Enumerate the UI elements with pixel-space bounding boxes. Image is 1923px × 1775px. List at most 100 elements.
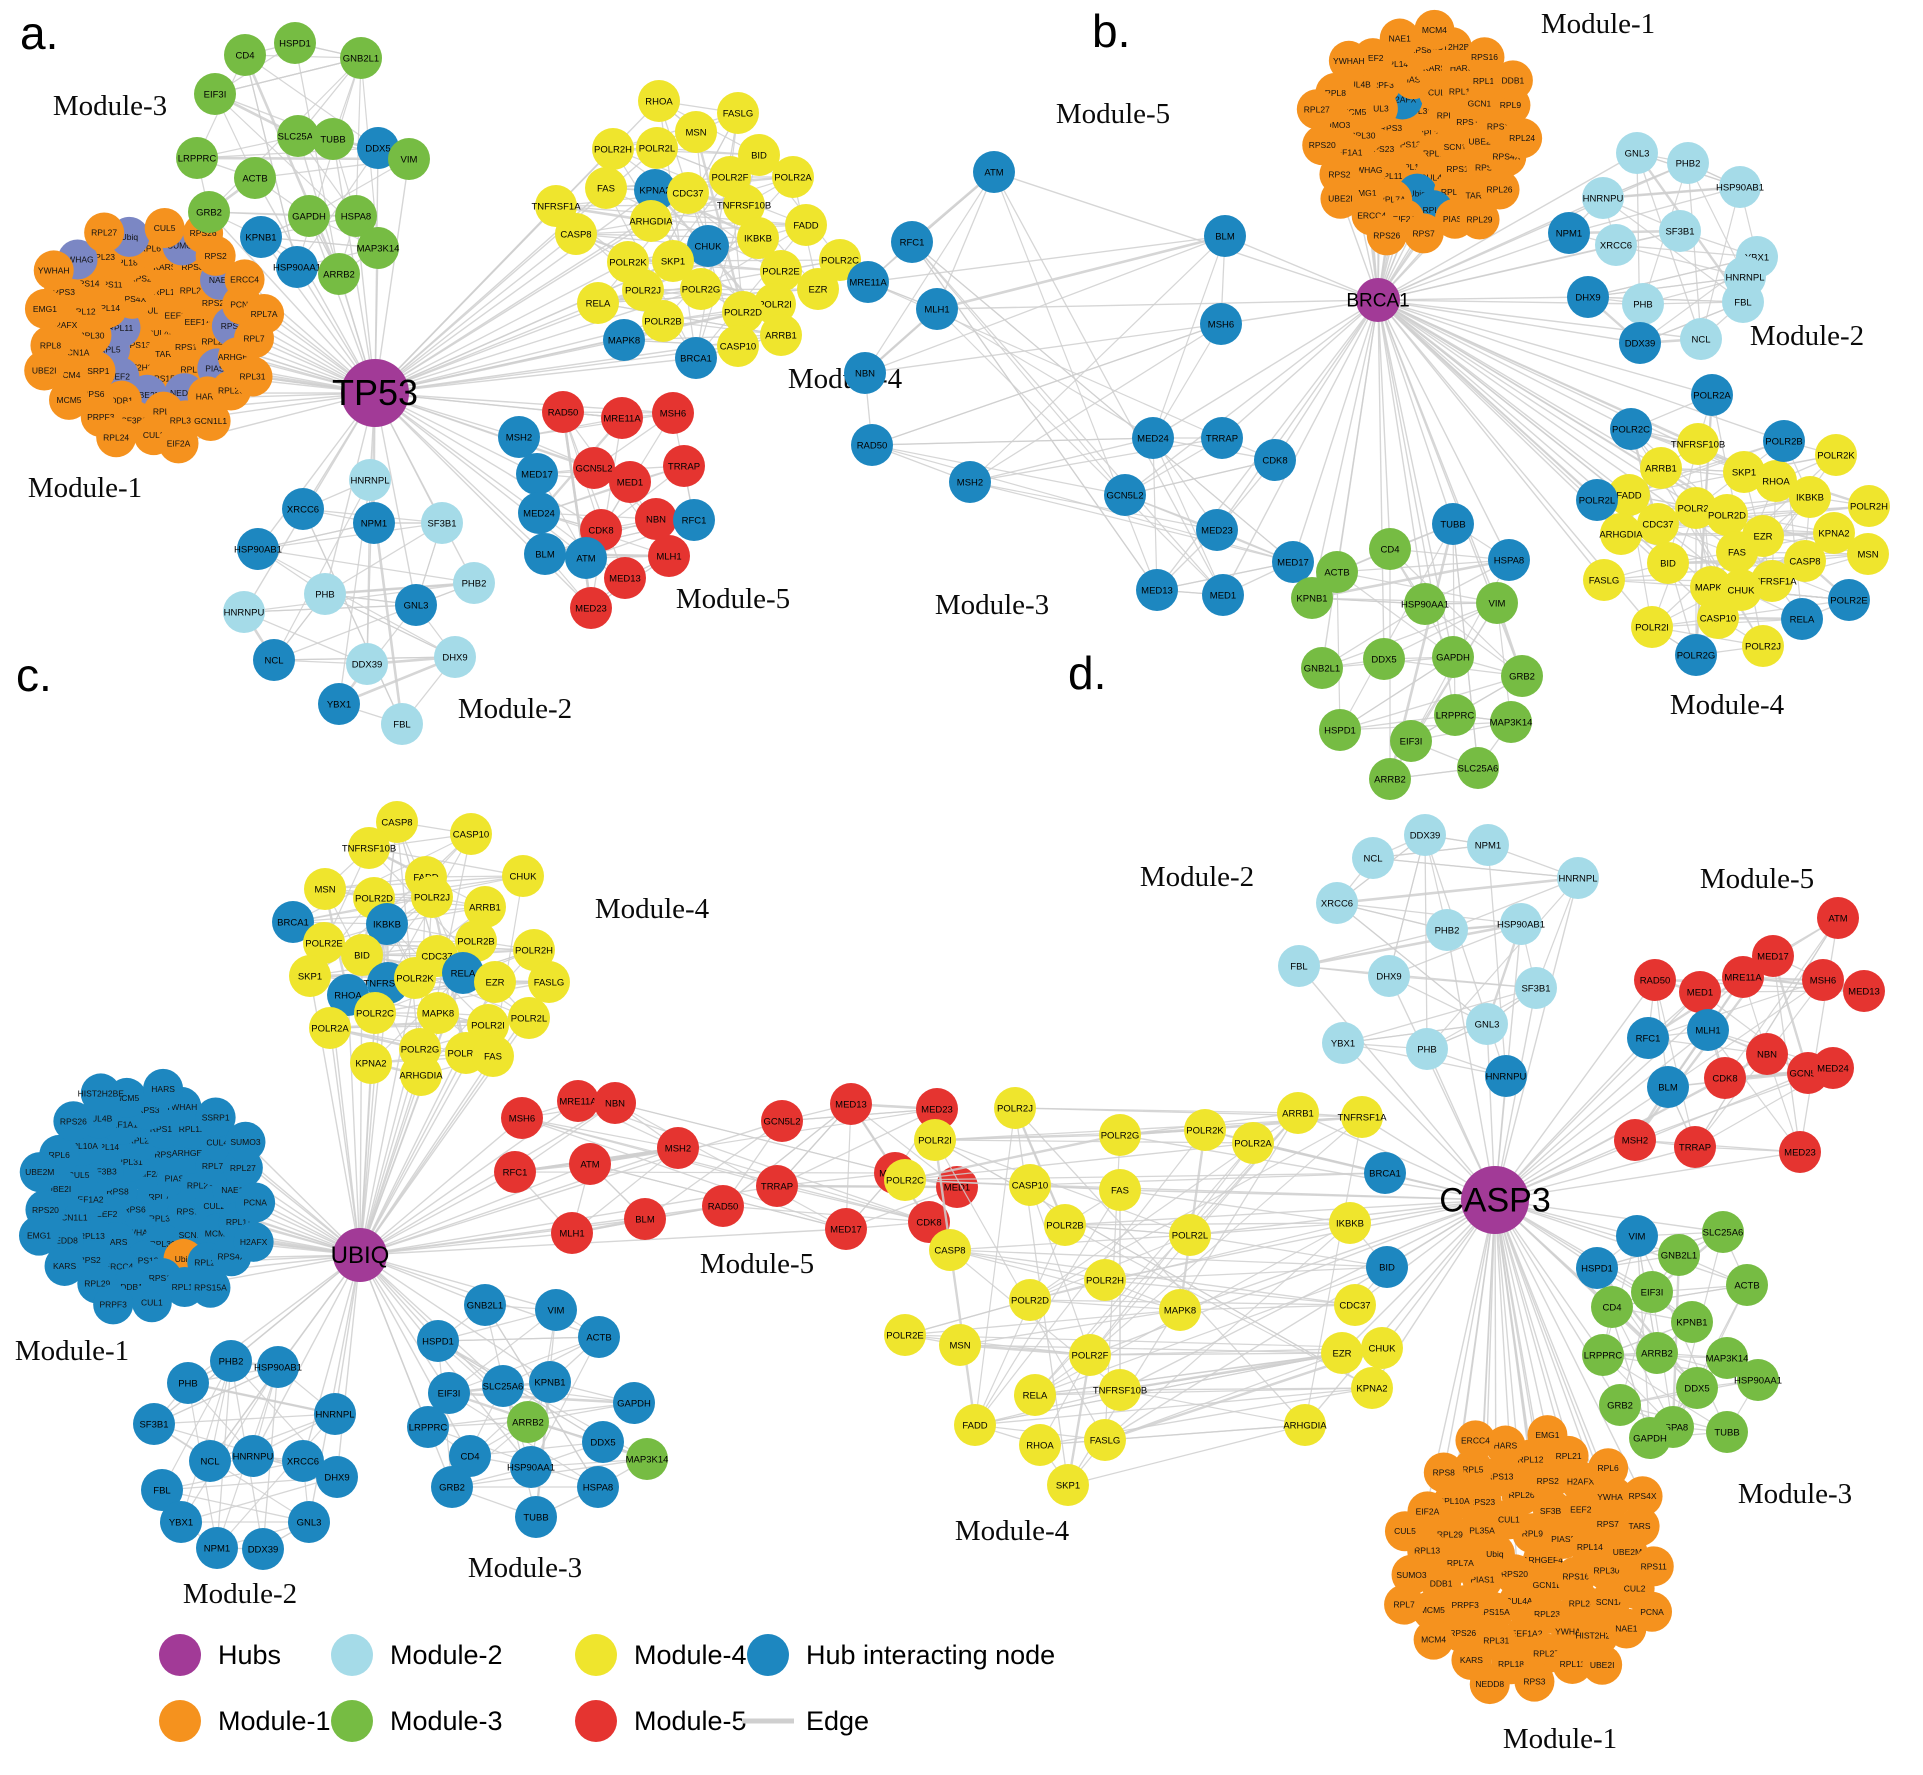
node-label-POLR2D: POLR2D <box>1708 511 1746 522</box>
node-label-CUL1: CUL1 <box>141 1297 163 1307</box>
nodes-layer: RPL23 RPS13 RPL35A RPL12 RPS3 RPL6 RPL18 H2AFX S… <box>844 9 1890 800</box>
node-RPS11 <box>1633 1546 1674 1587</box>
hub-node-CASP3 <box>1461 1166 1529 1234</box>
node-KPNB1 <box>1671 1301 1713 1343</box>
node-H2AFX <box>233 1221 274 1262</box>
node-label-PIAS2: PIAS2 <box>1551 1534 1575 1544</box>
node-label-HSPA8: HSPA8 <box>341 212 371 223</box>
node-label-RPS16: RPS16 <box>1471 52 1498 62</box>
node-label-CDK8: CDK8 <box>1712 1074 1737 1085</box>
edge-line <box>936 234 1226 311</box>
module1-cluster: RPL7 RPS6 EIF2A RPL35A RPS8 PIAS1 YWHAG RPL31 RP… <box>18 1068 276 1325</box>
node-label-HIST2H2BE: HIST2H2BE <box>78 1088 125 1098</box>
edge-line <box>1104 1199 1496 1441</box>
node-label-ATM: ATM <box>580 1160 599 1171</box>
node-MED23 <box>916 1088 958 1130</box>
edge-line <box>1494 1199 1549 1436</box>
edge-line <box>292 875 524 923</box>
node-label-EZR: EZR <box>1333 1349 1352 1360</box>
node-label-MED17: MED17 <box>1757 952 1789 963</box>
node-label-POLR2L: POLR2L <box>1579 496 1615 507</box>
node-EZR <box>797 268 839 310</box>
node-label-POLR2C: POLR2C <box>886 1176 924 1187</box>
node-label-EMG1: EMG1 <box>27 1231 51 1241</box>
node-label-MSH6: MSH6 <box>509 1114 535 1125</box>
node-label-RPL6: RPL6 <box>1437 111 1459 121</box>
legend-label: Edge <box>806 1706 869 1736</box>
node-LRPPRC <box>176 137 218 179</box>
node-label-RPL31: RPL31 <box>240 371 266 381</box>
node-TNFRSF10B <box>723 184 765 226</box>
node-label-SLC25A6: SLC25A6 <box>483 1382 524 1393</box>
edge-line <box>374 392 602 531</box>
node-label-SF3B3: SF3B3 <box>121 416 147 426</box>
node-label-CASP8: CASP8 <box>381 818 412 829</box>
node-HNRNPU <box>1485 1055 1527 1097</box>
node-label-KPNB1: KPNB1 <box>534 1378 565 1389</box>
node-label-PRPF3: PRPF3 <box>1366 80 1394 90</box>
node-PHB2 <box>1426 909 1468 951</box>
node-HARS <box>1485 1425 1526 1466</box>
node-MSN <box>675 111 717 153</box>
node-label-BID: BID <box>1660 559 1676 570</box>
edge-line <box>904 1133 1121 1182</box>
node-label-RPL8: RPL8 <box>1325 88 1347 98</box>
node-label-EMG1: EMG1 <box>1535 1430 1559 1440</box>
node-label-KPNB1: KPNB1 <box>1676 1318 1707 1329</box>
node-label-SSRP1: SSRP1 <box>202 1113 230 1123</box>
node-label-MED24: MED24 <box>1137 434 1169 445</box>
node-label-DDB1: DDB1 <box>120 1282 143 1292</box>
node-MSH2 <box>1614 1119 1656 1161</box>
node-label-TNFRSF10B: TNFRSF10B <box>1093 1386 1147 1397</box>
edge-line <box>1124 299 1379 496</box>
node-label-MRE11A: MRE11A <box>1724 973 1762 984</box>
edge-line <box>324 392 376 595</box>
edge-line <box>521 1117 847 1230</box>
node-MAP3K14 <box>626 1438 668 1480</box>
node-label-FBL: FBL <box>1734 298 1751 309</box>
node-MED13 <box>1843 970 1885 1012</box>
legend-label: Module-3 <box>390 1706 503 1736</box>
edge-line <box>359 1147 679 1256</box>
node-ARRB1 <box>1277 1092 1319 1134</box>
node-VIM <box>1476 582 1518 624</box>
node-GAPDH <box>288 195 330 237</box>
node-label-POLR2H: POLR2H <box>515 946 553 957</box>
edge-line <box>1634 1139 1801 1153</box>
hub-UBIQ: UBIQ <box>331 1228 389 1282</box>
node-label-KPNB1: KPNB1 <box>245 233 276 244</box>
edge-line <box>1311 558 1510 600</box>
node-GNL3 <box>1466 1003 1508 1045</box>
node-label-RPS3: RPS3 <box>137 1105 159 1115</box>
node-label-SKP1: SKP1 <box>298 972 322 983</box>
node-POLR2E <box>884 1314 926 1356</box>
node-GCN1L1 <box>190 401 231 442</box>
node-label-RPL7A: RPL7A <box>1379 194 1406 204</box>
node-label-FAS: FAS <box>1111 1186 1129 1197</box>
edge-line <box>959 1309 1181 1346</box>
node-MAPK8 <box>1159 1289 1201 1331</box>
edge-line <box>1587 276 1746 298</box>
hub-TP53: TP53 <box>332 359 418 427</box>
node-label-PHB2: PHB2 <box>1676 159 1701 170</box>
node-label-RPL11: RPL11 <box>1560 1659 1586 1669</box>
node-label-CASP8: CASP8 <box>934 1246 965 1257</box>
node-label-MED23: MED23 <box>575 604 607 615</box>
edge-line <box>1029 1222 1351 1301</box>
node-BLM <box>524 533 566 575</box>
edge-line <box>1377 299 1742 591</box>
module-label-b-3: Module-3 <box>935 589 1049 621</box>
node-label-RPL9: RPL9 <box>1522 1528 1544 1538</box>
node-label-HSP90AB1: HSP90AB1 <box>1497 920 1545 931</box>
node-UBE2I <box>1582 1644 1623 1685</box>
node-label-CDC37: CDC37 <box>672 189 703 200</box>
node-label-DHX9: DHX9 <box>324 1473 349 1484</box>
node-HSPA8 <box>335 195 377 237</box>
node-POLR2C <box>354 992 396 1034</box>
node-label-MED13: MED13 <box>1848 987 1880 998</box>
node-label-BID: BID <box>354 951 370 962</box>
hub-label-TP53: TP53 <box>332 372 418 413</box>
edge-line <box>359 1102 616 1256</box>
edge-line <box>437 1340 453 1488</box>
module-label-b-4: Module-4 <box>1670 689 1785 721</box>
